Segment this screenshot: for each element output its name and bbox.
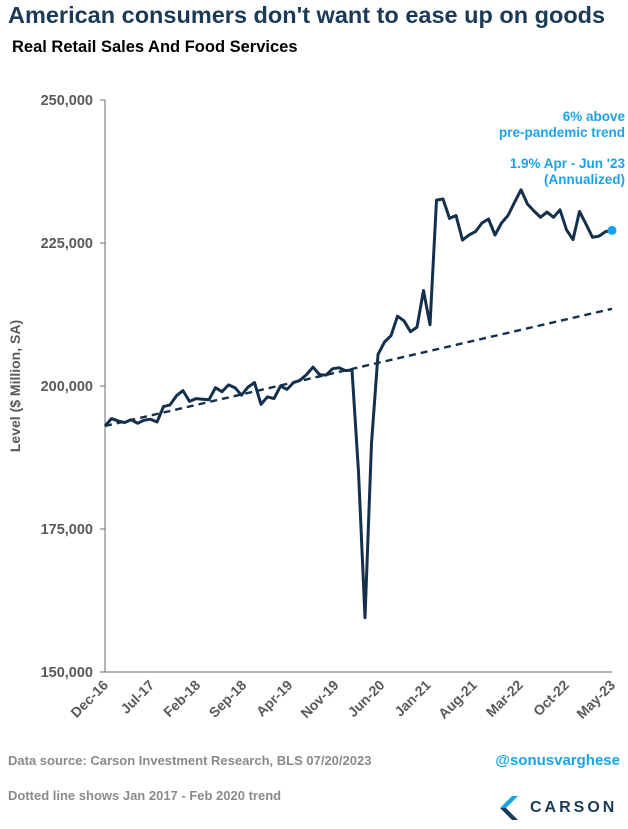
x-tick-label: Nov-19 [297,677,341,721]
x-tick-label: Jan-21 [391,677,434,720]
trend-line [104,307,613,428]
y-tick-label: 150,000 [41,665,93,681]
x-tick-label: Dec-16 [67,677,111,721]
line-chart: 150,000 175,000 200,000 225,000 250,000 Dec-… [7,93,626,722]
x-tick-label: Feb-18 [160,677,203,720]
y-tick-label: 175,000 [41,522,93,538]
x-tick-labels: Dec-16 Jul-17 Feb-18 Sep-18 Apr-19 Nov-19 Jun-… [67,677,618,722]
annotation-line-2: pre-pandemic trend [499,125,625,140]
x-tick-label: May-23 [573,677,618,722]
x-tick-label: Mar-22 [483,677,526,720]
twitter-handle[interactable]: @sonusvarghese [495,752,620,769]
y-tick-labels: 150,000 175,000 200,000 225,000 250,000 [41,93,105,681]
carson-logo-icon [500,796,518,820]
x-tick-label: Aug-21 [435,677,480,722]
x-tick-label: Apr-19 [253,677,296,720]
annotation-line-3: 1.9% Apr - Jun '23 [510,156,626,171]
x-tick-label: Sep-18 [206,677,250,721]
latest-value-marker [607,225,617,235]
chart-title: American consumers don't want to ease up… [8,2,606,28]
y-tick-label: 225,000 [41,236,93,252]
annotation-line-4: (Annualized) [544,172,625,187]
annotation-line-1: 6% above [563,109,626,124]
chart-subtitle: Real Retail Sales And Food Services [12,38,298,56]
y-tick-label: 200,000 [41,379,93,395]
y-axis-label: Level ($ Million, SA) [7,320,23,452]
x-tick-label: Jun-20 [344,677,387,720]
y-tick-label: 250,000 [41,93,93,109]
x-tick-label: Oct-22 [530,677,572,719]
x-tick-label: Jul-17 [117,677,157,717]
data-source-note: Data source: Carson Investment Research,… [8,753,372,768]
carson-logo-text: CARSON [530,799,618,816]
carson-logo: CARSON [500,794,617,822]
trend-footnote: Dotted line shows Jan 2017 - Feb 2020 tr… [8,788,282,803]
retail-sales-line [103,188,613,620]
